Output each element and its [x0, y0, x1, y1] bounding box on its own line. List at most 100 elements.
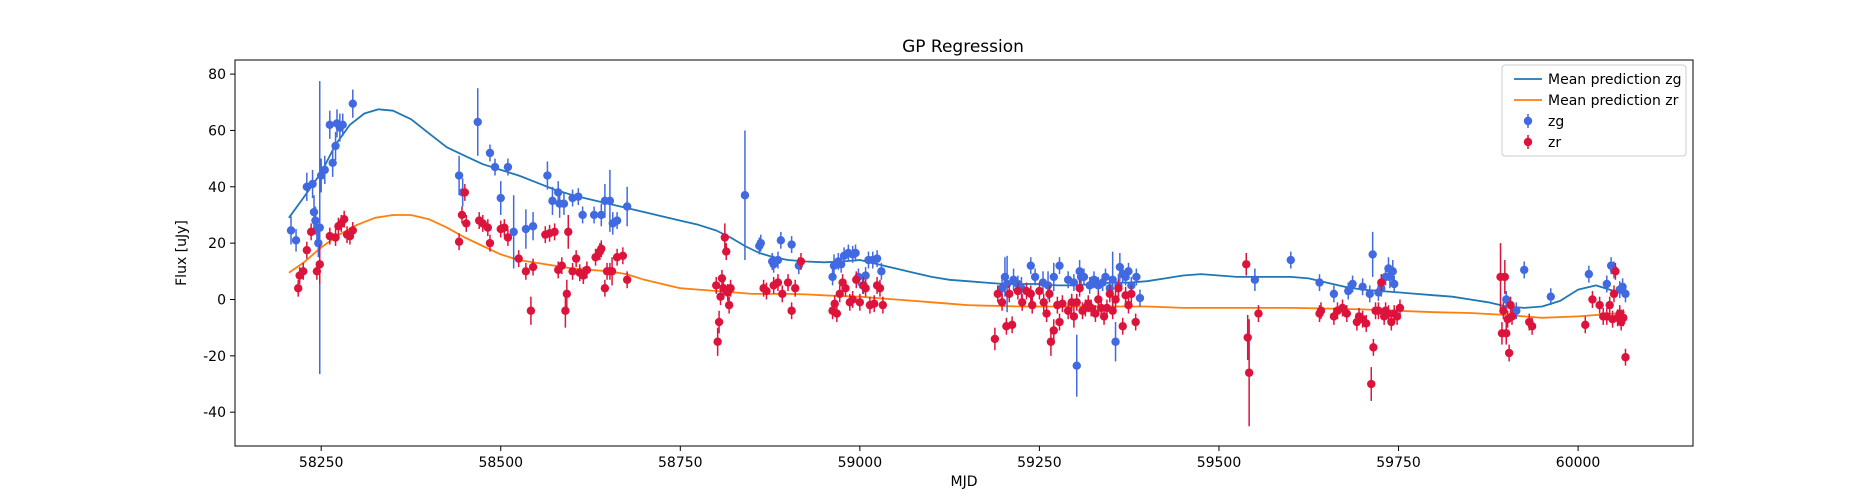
data-point	[1114, 284, 1123, 293]
data-point	[855, 298, 865, 307]
data-point	[526, 306, 536, 315]
x-tick-label: 60000	[1556, 455, 1601, 471]
data-point	[773, 255, 783, 265]
data-point	[315, 223, 324, 232]
chart-title: GP Regression	[902, 37, 1024, 57]
data-point	[1127, 281, 1136, 290]
data-point	[1619, 313, 1628, 323]
data-point	[740, 191, 750, 200]
data-point	[483, 223, 493, 232]
y-tick-label: -20	[203, 349, 226, 365]
data-point	[1546, 292, 1555, 301]
data-point	[490, 162, 500, 172]
data-point	[1377, 278, 1386, 287]
plot-frame	[234, 59, 1694, 447]
data-point	[861, 271, 870, 280]
data-point	[787, 240, 796, 249]
data-point	[1621, 289, 1630, 299]
data-point	[875, 284, 885, 293]
data-point	[841, 284, 850, 293]
data-point	[1072, 298, 1081, 307]
x-tick-label: 59250	[1017, 455, 1062, 471]
data-point	[1124, 267, 1133, 276]
data-point	[1115, 262, 1125, 272]
data-point	[1058, 299, 1067, 308]
data-point	[1621, 353, 1630, 362]
legend-label: Mean prediction zr	[1548, 93, 1679, 109]
data-point	[791, 284, 800, 293]
data-point	[1286, 255, 1295, 265]
data-point	[314, 238, 323, 248]
data-point	[561, 306, 570, 315]
data-point	[528, 222, 538, 231]
data-point	[1618, 282, 1627, 292]
data-point	[1055, 317, 1064, 327]
data-point	[315, 260, 324, 269]
data-point	[1111, 337, 1120, 346]
data-point	[607, 267, 617, 276]
data-point	[1609, 289, 1619, 299]
data-point	[1611, 267, 1620, 276]
data-point	[496, 193, 505, 203]
data-point	[1595, 300, 1604, 310]
data-point	[306, 227, 316, 237]
data-point	[454, 171, 464, 180]
data-point	[302, 245, 312, 255]
data-point	[311, 216, 320, 225]
y-axis-label: Flux [uJy]	[174, 220, 190, 286]
data-point	[338, 120, 347, 130]
legend-label: Mean prediction zg	[1548, 72, 1682, 88]
data-point	[559, 199, 569, 208]
data-point	[787, 306, 796, 315]
data-point	[562, 289, 572, 299]
data-point	[1362, 319, 1371, 328]
data-point	[1316, 306, 1326, 315]
plot-area: 58250 58500 58750 59000 59250 59500 59750 60000…	[203, 59, 1694, 471]
data-point	[578, 210, 587, 220]
data-point	[1079, 272, 1089, 282]
data-point	[1387, 317, 1396, 327]
data-point	[286, 226, 296, 235]
data-point	[1069, 278, 1079, 287]
data-point	[1342, 309, 1352, 318]
data-point	[1527, 322, 1537, 331]
data-point	[1096, 303, 1106, 313]
data-point	[713, 337, 722, 346]
data-point	[1131, 317, 1140, 327]
data-point	[1132, 272, 1141, 282]
data-point	[1111, 295, 1120, 304]
data-point	[1507, 312, 1517, 321]
data-point	[861, 284, 870, 293]
data-point	[291, 236, 301, 245]
data-point	[1026, 261, 1035, 270]
data-point	[331, 141, 340, 151]
data-point	[1063, 306, 1073, 315]
data-point	[308, 179, 317, 189]
y-tick-label: 0	[217, 292, 226, 308]
data-point	[773, 278, 783, 287]
y-tick-label: 80	[208, 67, 226, 83]
data-point	[457, 210, 467, 220]
data-point	[1243, 333, 1252, 342]
data-point	[1075, 284, 1084, 293]
data-point	[1039, 298, 1048, 307]
data-point	[348, 99, 357, 108]
y-tick-label: 40	[208, 180, 226, 196]
data-point	[294, 284, 303, 293]
data-point	[454, 237, 464, 246]
data-point	[1588, 295, 1597, 304]
data-point	[1127, 289, 1136, 299]
data-point	[485, 238, 495, 248]
data-point	[1035, 286, 1044, 296]
data-point	[1369, 343, 1378, 352]
data-point	[514, 254, 523, 263]
data-point	[1118, 322, 1127, 331]
data-point	[1046, 337, 1056, 346]
data-point	[1502, 329, 1511, 338]
data-point	[1028, 300, 1037, 310]
data-point	[325, 120, 335, 130]
data-point	[1007, 320, 1017, 330]
data-point	[1506, 300, 1515, 310]
data-point	[1105, 289, 1115, 299]
